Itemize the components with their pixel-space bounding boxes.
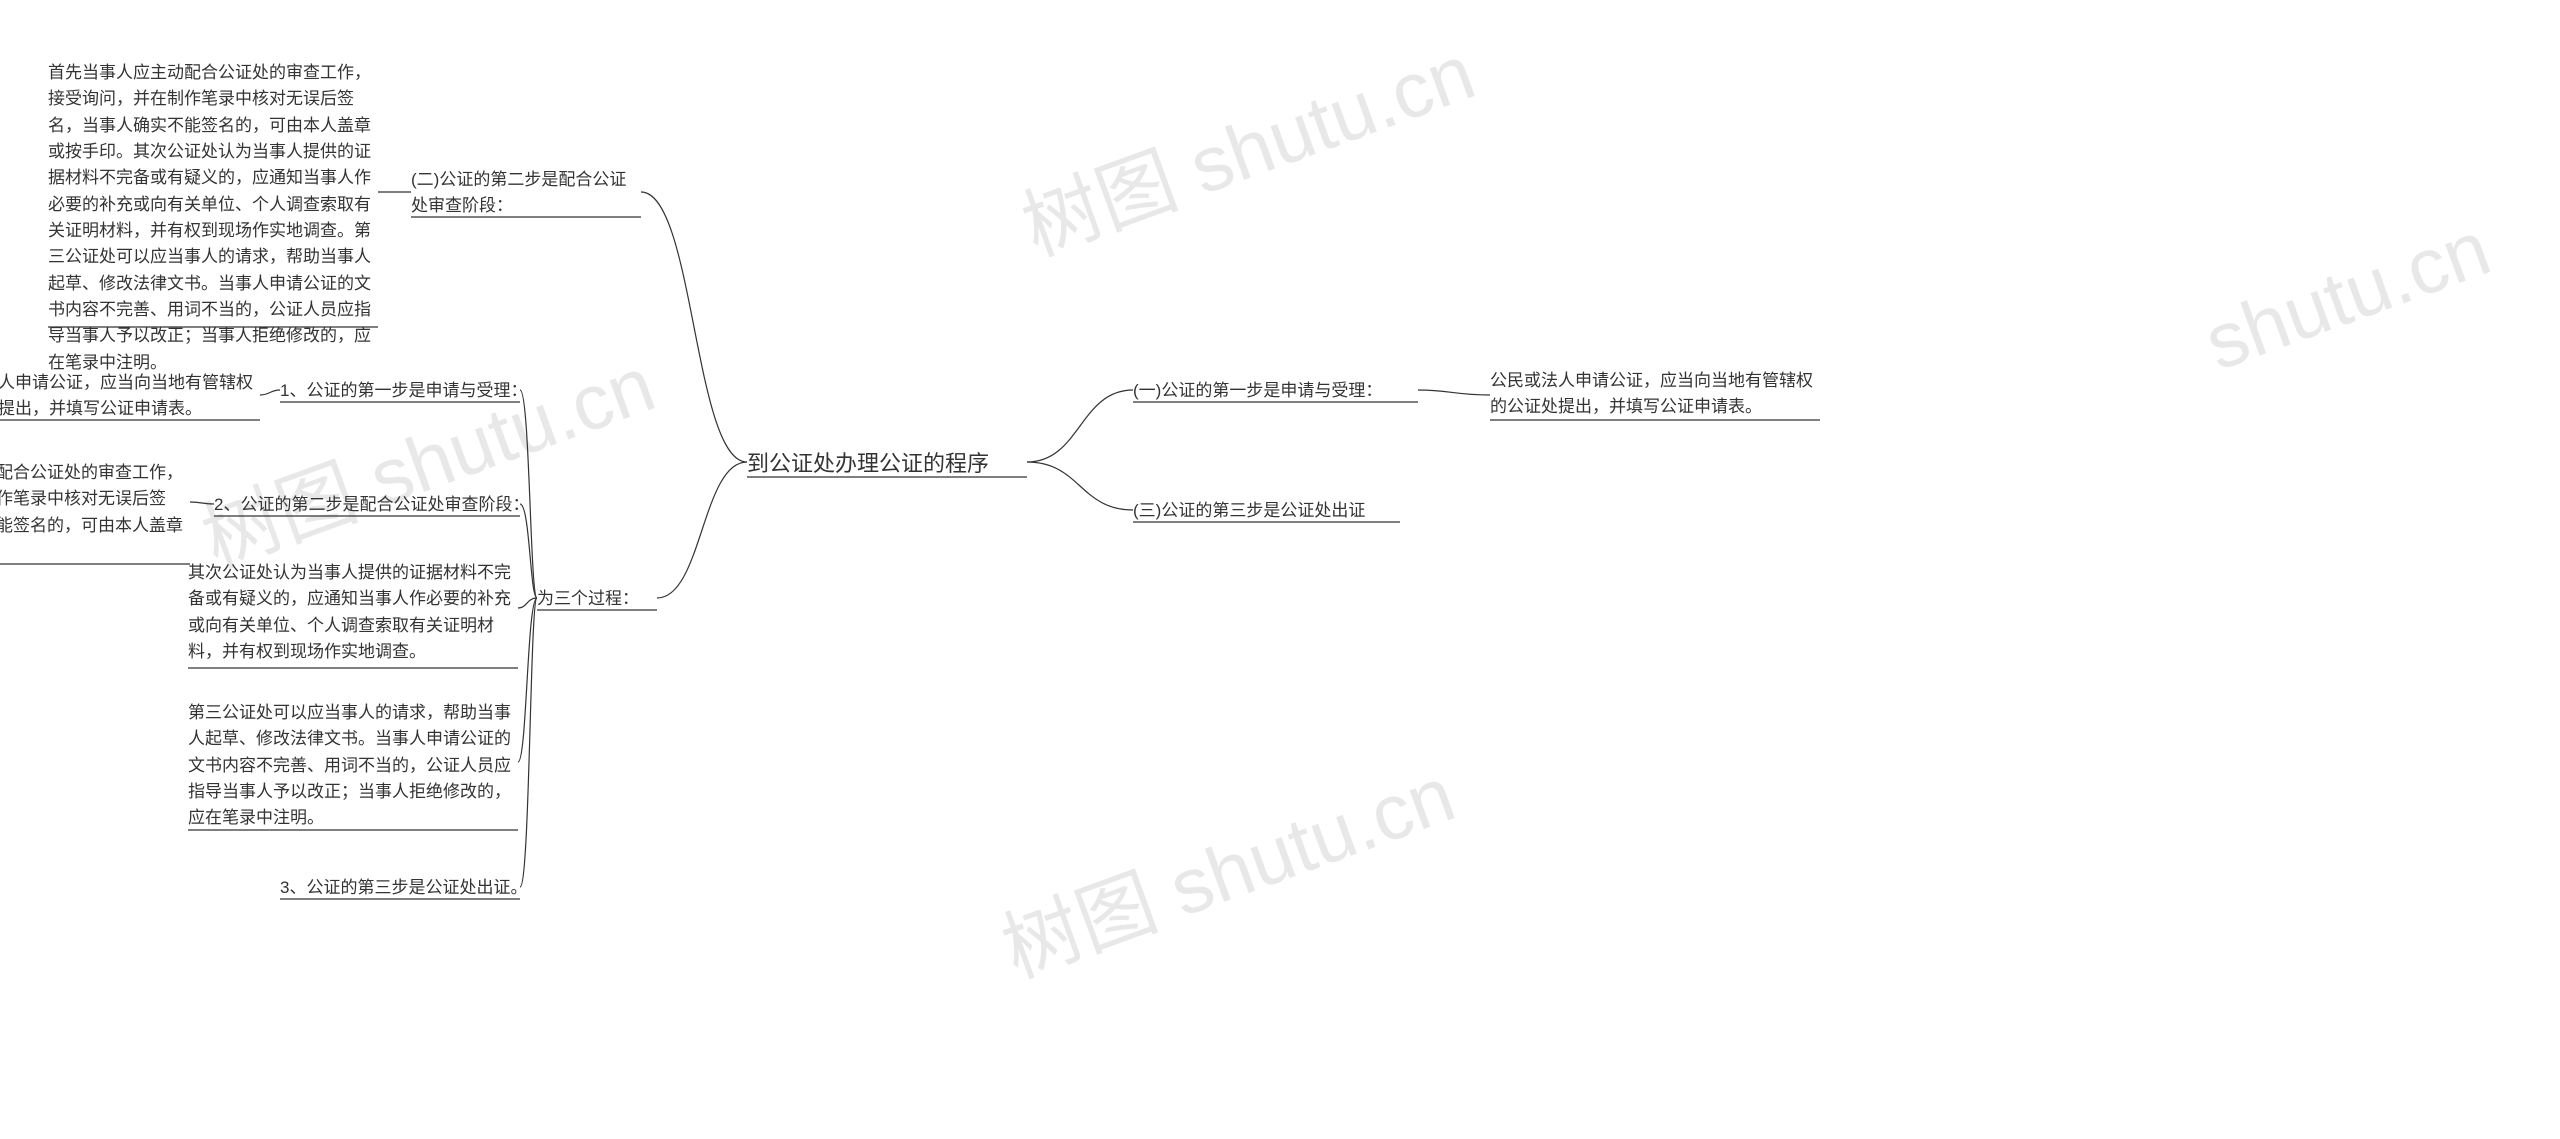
- process-step3b-text: 第三公证处可以应当事人的请求，帮助当事人起草、修改法律文书。当事人申请公证的文书…: [188, 700, 518, 832]
- right-step3-label: (三)公证的第三步是公证处出证: [1133, 498, 1433, 524]
- process-step3a-text: 其次公证处认为当事人提供的证据材料不完备或有疑义的，应通知当事人作必要的补充或向…: [188, 560, 518, 665]
- left-step2-leaf: 首先当事人应主动配合公证处的审查工作，接受询问，并在制作笔录中核对无误后签名，当…: [48, 60, 378, 376]
- three-process-label: 为三个过程：: [537, 586, 657, 612]
- process-step1-label: 1、公证的第一步是申请与受理：: [280, 378, 530, 404]
- process-step3c-label: 3、公证的第三步是公证处出证。: [280, 875, 540, 901]
- left-step2-label: (二)公证的第二步是配合公证处审查阶段：: [411, 167, 641, 220]
- watermark-2: 树图 shutu.cn: [1005, 11, 1487, 278]
- process-step2-leaf: 首先当事人应主动配合公证处的审查工作，接受询问，并在制作笔录中核对无误后签名，当…: [0, 460, 190, 565]
- mindmap-canvas: 树图 shutu.cn 树图 shutu.cn 树图 shutu.cn shut…: [0, 0, 2560, 1139]
- center-node: 到公证处办理公证的程序: [747, 447, 1027, 481]
- right-step1-label: (一)公证的第一步是申请与受理：: [1133, 378, 1433, 404]
- right-step1-leaf: 公民或法人申请公证，应当向当地有管辖权的公证处提出，并填写公证申请表。: [1490, 368, 1820, 421]
- watermark-3: 树图 shutu.cn: [985, 733, 1467, 1000]
- watermark-4: shutu.cn: [2193, 202, 2501, 388]
- process-step2-label: 2、公证的第二步是配合公证处审查阶段：: [214, 492, 534, 518]
- process-step1-leaf: 公民或法人申请公证，应当向当地有管辖权的公证处提出，并填写公证申请表。: [0, 370, 260, 423]
